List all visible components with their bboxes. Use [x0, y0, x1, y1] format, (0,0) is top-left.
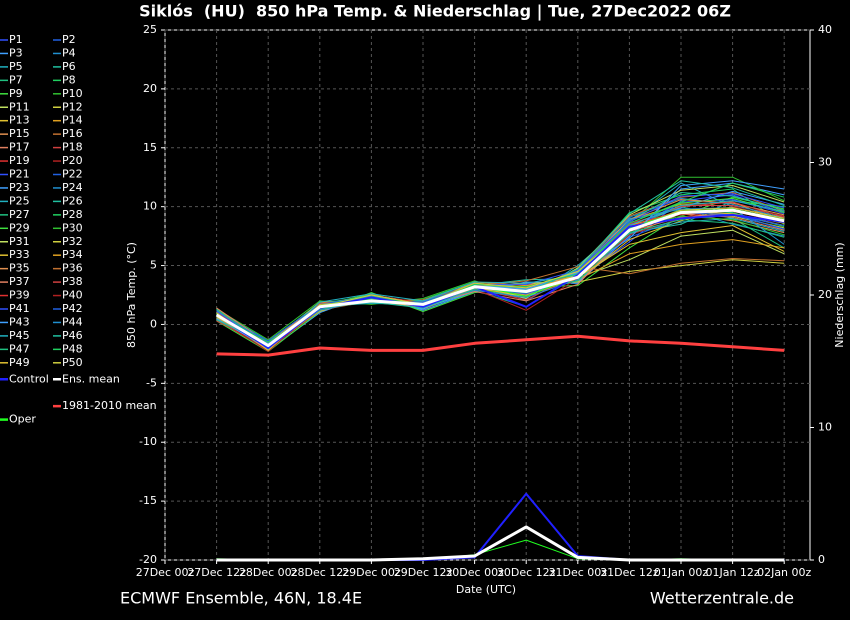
legend-label: P37	[9, 275, 30, 288]
legend-label: P6	[62, 60, 76, 73]
x-tick-label: 28Dec 12z	[291, 566, 350, 579]
legend-label: P41	[9, 302, 30, 315]
x-tick-label: 31Dec 12z	[600, 566, 659, 579]
legend-label: P24	[62, 181, 83, 194]
x-tick-label: 27Dec 12z	[187, 566, 246, 579]
legend-label: P3	[9, 46, 23, 59]
y-tick-label: -10	[139, 435, 157, 448]
legend-label: P10	[62, 87, 83, 100]
legend-label: P42	[62, 302, 83, 315]
y-tick-label: 25	[143, 23, 157, 36]
footer-right: Wetterzentrale.de	[650, 589, 794, 608]
x-tick-label: 01Jan 00z	[654, 566, 708, 579]
legend-label: P40	[62, 289, 83, 302]
legend-label: P17	[9, 141, 30, 154]
legend-label: P30	[62, 221, 83, 234]
legend-label: P44	[62, 315, 83, 328]
y-tick-label: -5	[146, 376, 157, 389]
legend-label: P50	[62, 356, 83, 369]
legend-label: P5	[9, 60, 23, 73]
legend-label: P22	[62, 168, 83, 181]
x-tick-label: 30Dec 00z	[445, 566, 504, 579]
legend-label: P34	[62, 248, 83, 261]
y2-axis-label: Niederschlag (mm)	[833, 242, 846, 347]
temperature-line	[216, 200, 785, 350]
x-tick-label: 31Dec 00z	[549, 566, 608, 579]
legend-label: P16	[62, 127, 83, 140]
legend-label: 1981-2010 mean	[62, 399, 157, 412]
footer-left: ECMWF Ensemble, 46N, 18.4E	[120, 589, 362, 608]
legend-label: P29	[9, 221, 30, 234]
legend-label: P18	[62, 141, 83, 154]
temperature-line	[216, 258, 785, 350]
temperature-line	[216, 334, 785, 357]
y2-tick-label: 10	[818, 421, 832, 434]
precipitation-line	[216, 525, 785, 562]
legend-label: P9	[9, 87, 23, 100]
legend-label: P4	[62, 46, 76, 59]
y-tick-label: 10	[143, 200, 157, 213]
legend-label: P31	[9, 235, 30, 248]
legend-label: P1	[9, 33, 23, 46]
legend-label: P48	[62, 342, 83, 355]
y-tick-label: -20	[139, 553, 157, 566]
x-tick-label: 29Dec 12z	[394, 566, 453, 579]
y2-tick-label: 0	[818, 553, 825, 566]
legend-label: P2	[62, 33, 76, 46]
y2-tick-label: 30	[818, 156, 832, 169]
y-tick-label: 15	[143, 141, 157, 154]
legend-label: P15	[9, 127, 30, 140]
legend-label: P45	[9, 329, 30, 342]
legend-label: P19	[9, 154, 30, 167]
y2-tick-label: 20	[818, 288, 832, 301]
legend-label: Control	[9, 372, 49, 385]
legend-label: P20	[62, 154, 83, 167]
y-tick-label: -15	[139, 494, 157, 507]
x-tick-label: 29Dec 00z	[342, 566, 401, 579]
y2-tick-label: 40	[818, 23, 832, 36]
x-tick-label: 01Jan 12z	[705, 566, 759, 579]
x-tick-label: 27Dec 00z	[136, 566, 195, 579]
legend-label: P43	[9, 315, 30, 328]
legend-label: P25	[9, 194, 30, 207]
y-tick-label: 5	[150, 259, 157, 272]
legend-label: P49	[9, 356, 30, 369]
x-tick-label: 02Jan 00z	[757, 566, 811, 579]
legend-label: P46	[62, 329, 83, 342]
legend-label: P12	[62, 100, 83, 113]
legend-label: P7	[9, 73, 23, 86]
x-axis-label: Date (UTC)	[456, 583, 516, 596]
legend-label: P11	[9, 100, 30, 113]
y-axis-label: 850 hPa Temp. (°C)	[125, 242, 138, 348]
legend-label: P14	[62, 114, 83, 127]
legend-label: P23	[9, 181, 30, 194]
legend-label: Oper	[9, 413, 36, 426]
x-tick-label: 30Dec 12z	[497, 566, 556, 579]
y-tick-label: 20	[143, 82, 157, 95]
chart-title: Siklós (HU) 850 hPa Temp. & Niederschlag…	[139, 2, 731, 22]
temperature-line	[215, 208, 785, 348]
legend-label: P26	[62, 194, 83, 207]
legend-label: P47	[9, 342, 30, 355]
x-tick-label: 28Dec 00z	[239, 566, 298, 579]
legend-label: P38	[62, 275, 83, 288]
legend-label: P27	[9, 208, 30, 221]
y-tick-label: 0	[150, 317, 157, 330]
legend-label: P39	[9, 289, 30, 302]
legend-label: P32	[62, 235, 83, 248]
legend-label: P28	[62, 208, 83, 221]
legend-label: P36	[62, 262, 83, 275]
legend-label: P21	[9, 168, 30, 181]
legend-label: Ens. mean	[62, 372, 120, 385]
legend-label: P13	[9, 114, 30, 127]
legend-label: P35	[9, 262, 30, 275]
legend-label: P33	[9, 248, 30, 261]
legend-label: P8	[62, 73, 76, 86]
